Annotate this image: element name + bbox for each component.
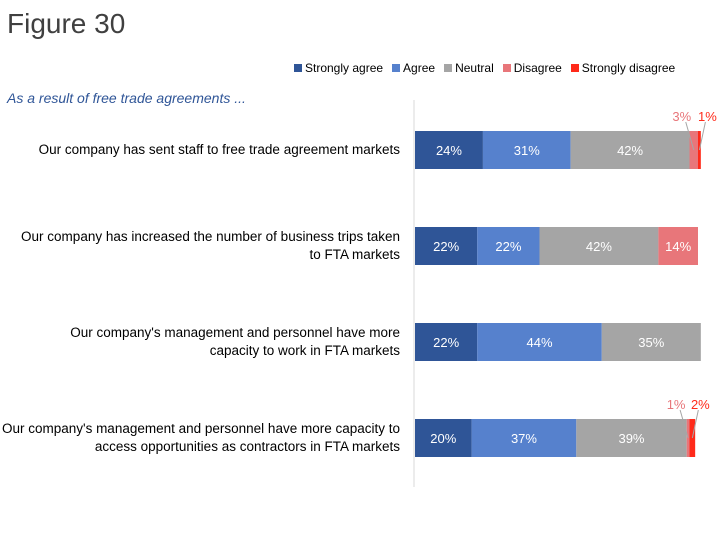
data-label: 35% bbox=[638, 335, 664, 350]
legend-label: Neutral bbox=[455, 61, 494, 75]
category-label: Our company's management and personnel h… bbox=[1, 421, 400, 454]
data-label: 3% bbox=[672, 109, 691, 124]
category-label: Our company has sent staff to free trade… bbox=[38, 142, 400, 157]
leader-line bbox=[698, 121, 706, 151]
bar-segment bbox=[415, 419, 472, 457]
data-label: 22% bbox=[495, 239, 521, 254]
legend-item: Strongly disagree bbox=[570, 61, 676, 75]
bar-segment bbox=[576, 419, 687, 457]
data-label: 22% bbox=[433, 239, 459, 254]
data-label: 20% bbox=[430, 431, 456, 446]
figure-title: Figure 30 bbox=[7, 8, 126, 39]
legend-label: Strongly disagree bbox=[581, 61, 676, 75]
data-label: 42% bbox=[617, 143, 643, 158]
data-label: 24% bbox=[436, 143, 462, 158]
legend-item: Disagree bbox=[502, 61, 562, 75]
leader-line bbox=[691, 409, 699, 439]
data-label: 1% bbox=[698, 109, 717, 124]
legend-swatch bbox=[570, 64, 579, 72]
legend-label: Agree bbox=[403, 61, 436, 75]
legend-swatch bbox=[294, 64, 302, 72]
bar-segment bbox=[415, 131, 483, 169]
category-label: Our company has increased the number of … bbox=[21, 229, 400, 262]
legend-item: Agree bbox=[392, 61, 435, 75]
bar-segment bbox=[482, 131, 571, 169]
legend-swatch bbox=[444, 64, 453, 72]
data-label: 31% bbox=[514, 143, 540, 158]
data-label: 1% bbox=[667, 397, 686, 412]
legend-swatch bbox=[502, 64, 511, 72]
legend-item: Neutral bbox=[444, 61, 494, 75]
bar-segment bbox=[477, 323, 602, 361]
data-label: 22% bbox=[433, 335, 459, 350]
bar-segment bbox=[570, 131, 690, 169]
bar-segment bbox=[601, 323, 701, 361]
data-label: 37% bbox=[511, 431, 537, 446]
bar-segment bbox=[471, 419, 577, 457]
chart-subtitle: As a result of free trade agreements ... bbox=[7, 90, 246, 106]
legend: Strongly agree Agree Neutral Disagree Strong… bbox=[294, 61, 675, 75]
bar-segment bbox=[415, 227, 478, 265]
bar-segment bbox=[658, 227, 698, 265]
category-label: Our company's management and personnel h… bbox=[70, 325, 400, 358]
bar-segment bbox=[689, 419, 696, 457]
data-label: 2% bbox=[691, 397, 710, 412]
legend-swatch bbox=[392, 64, 401, 72]
legend-label: Strongly agree bbox=[305, 61, 384, 75]
legend-label: Disagree bbox=[513, 61, 562, 75]
leader-line bbox=[685, 121, 695, 151]
data-label: 14% bbox=[665, 239, 691, 254]
bar-segment bbox=[539, 227, 659, 265]
leader-line bbox=[679, 409, 689, 439]
data-label: 42% bbox=[586, 239, 612, 254]
legend-item: Strongly agree bbox=[294, 61, 383, 75]
bar-segment bbox=[477, 227, 540, 265]
data-label: 44% bbox=[527, 335, 553, 350]
bar-segment bbox=[415, 323, 478, 361]
data-label: 39% bbox=[618, 431, 644, 446]
